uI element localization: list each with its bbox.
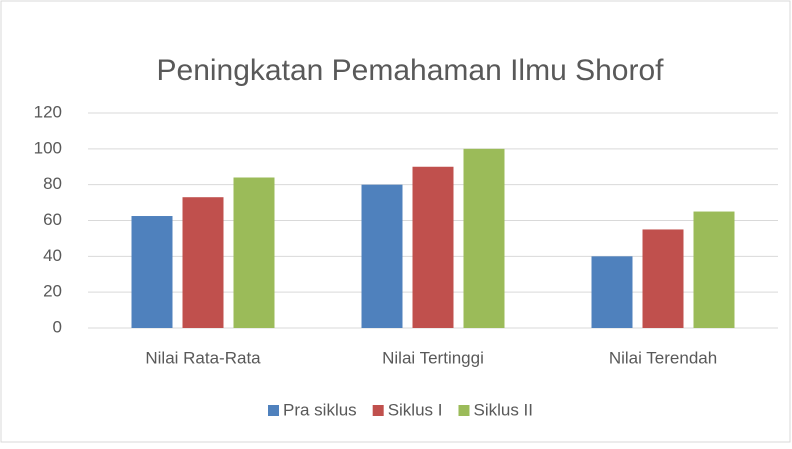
bar bbox=[182, 197, 224, 328]
legend-label: Siklus II bbox=[473, 400, 533, 419]
y-tick-label: 40 bbox=[43, 246, 62, 265]
bar bbox=[233, 177, 275, 328]
y-tick-label: 20 bbox=[43, 282, 62, 301]
x-tick-label: Nilai Terendah bbox=[609, 348, 717, 367]
bar bbox=[591, 256, 633, 328]
y-tick-label: 100 bbox=[34, 138, 62, 157]
bar bbox=[693, 211, 735, 328]
x-tick-label: Nilai Tertinggi bbox=[382, 348, 484, 367]
legend-swatch bbox=[372, 405, 384, 416]
legend-swatch bbox=[268, 405, 279, 416]
chart-title: Peningkatan Pemahaman Ilmu Shorof bbox=[157, 54, 665, 87]
y-tick-label: 60 bbox=[43, 210, 62, 229]
x-tick-label: Nilai Rata-Rata bbox=[145, 348, 261, 367]
bar bbox=[642, 229, 684, 328]
bar bbox=[131, 216, 173, 328]
bar bbox=[463, 148, 505, 328]
y-tick-label: 0 bbox=[53, 317, 62, 336]
legend-label: Pra siklus bbox=[283, 400, 357, 419]
bar bbox=[412, 166, 454, 328]
legend-swatch bbox=[458, 405, 470, 416]
bar bbox=[361, 184, 403, 328]
legend-label: Siklus I bbox=[388, 400, 443, 419]
y-tick-label: 80 bbox=[43, 174, 62, 193]
y-tick-label: 120 bbox=[34, 102, 62, 121]
